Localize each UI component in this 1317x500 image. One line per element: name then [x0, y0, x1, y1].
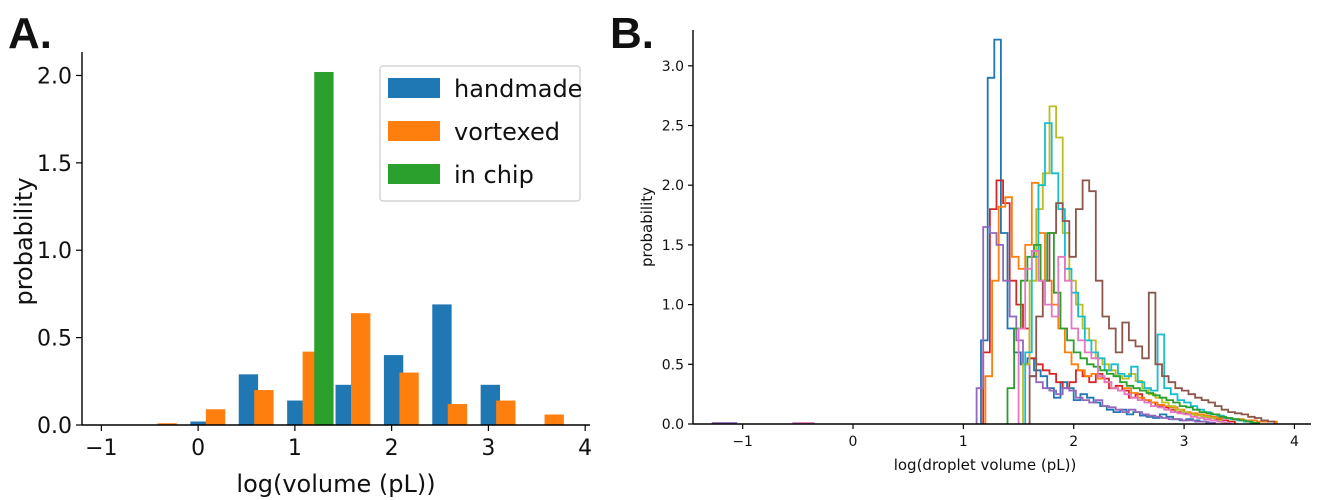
panel-b-x-tick-label: −1	[732, 434, 753, 450]
legend-label-in-chip: in chip	[454, 161, 534, 189]
panel-b-x-tick-label: 2	[1069, 434, 1078, 450]
panel-b-y-tick-label: 3.0	[662, 59, 684, 75]
panel-b-y-tick-label: 2.5	[662, 119, 684, 135]
histogram-series-5	[1022, 105, 1223, 424]
vortexed-bar	[157, 423, 177, 425]
panel-a-y-axis-label: probability	[10, 177, 38, 305]
vortexed-bar	[350, 313, 371, 425]
panel-b-axes: −1 0 1 2 3 4 0.0 0.5 1.0 1.5 2.0 2.5 3.0	[662, 30, 1311, 450]
panel-a-x-tick-label: −1	[85, 436, 117, 461]
panel-b-chart: B. −1 0 1 2 3 4 0.0 0.5 1.0 1.5 2.0 2.5 3.0 log(drop…	[610, 9, 1311, 474]
panel-a-x-tick-label: 0	[191, 436, 205, 461]
panel-b-y-tick-label: 0.0	[662, 417, 684, 433]
vortexed-bar	[399, 372, 419, 425]
legend-swatch-handmade	[388, 78, 440, 98]
panel-b-x-tick-label: 1	[959, 434, 968, 450]
panel-b-x-tick-label: 0	[849, 434, 858, 450]
panel-b-x-axis-label: log(droplet volume (pL))	[894, 456, 1077, 474]
panel-b-y-tick-label: 1.5	[662, 238, 684, 254]
legend-swatch-in-chip	[388, 164, 440, 184]
panel-a-x-tick-label: 3	[481, 436, 495, 461]
panel-a-axes: −1 0 1 2 3 4 0.0 0.5 1.0 1.5 2.0	[37, 52, 592, 461]
histogram-series-4	[975, 226, 1216, 424]
vortexed-bar	[496, 400, 516, 425]
panel-a-y-tick-label: 2.0	[37, 64, 72, 89]
handmade-bar	[383, 355, 404, 425]
panel-b-y-tick-label: 0.5	[662, 357, 684, 373]
legend-label-vortexed: vortexed	[454, 118, 560, 146]
handmade-bar	[287, 400, 307, 425]
handmade-bar	[480, 384, 501, 425]
panel-b-histogram-lines	[711, 38, 1278, 424]
panel-b-y-tick-label: 2.0	[662, 178, 684, 194]
panel-a-bars	[157, 71, 564, 425]
histogram-series-7	[1028, 179, 1276, 424]
panel-a-y-tick-label: 0.5	[37, 327, 72, 352]
handmade-bar	[190, 421, 210, 425]
vortexed-bar	[254, 390, 274, 425]
histogram-series-8	[1006, 232, 1260, 424]
panel-a-x-tick-label: 4	[578, 436, 592, 461]
panel-b-y-tick-label: 1.0	[662, 298, 684, 314]
panel-a-y-tick-label: 1.5	[37, 152, 72, 177]
panel-a-y-tick-label: 1.0	[37, 239, 72, 264]
panel-a-x-tick-label: 1	[288, 436, 302, 461]
panel-a-x-tick-label: 2	[385, 436, 399, 461]
vortexed-bar	[447, 404, 468, 425]
panel-a-x-axis-label: log(volume (pL))	[236, 470, 435, 498]
handmade-bar	[335, 384, 355, 425]
handmade-bar	[432, 304, 452, 425]
vortexed-bar	[205, 409, 226, 425]
histogram-series-6	[1024, 122, 1258, 424]
in-chip-bar	[314, 71, 334, 425]
panel-a-legend: handmade vortexed in chip	[379, 65, 582, 202]
vortexed-bar	[544, 414, 564, 425]
panel-b-x-tick-label: 4	[1290, 434, 1299, 450]
panel-b-letter: B.	[610, 9, 654, 58]
histogram-series-9	[1017, 250, 1232, 424]
panel-a-y-tick-label: 0.0	[37, 414, 72, 439]
legend-label-handmade: handmade	[454, 75, 582, 103]
panel-b-x-tick-label: 3	[1180, 434, 1189, 450]
handmade-bar	[238, 374, 259, 425]
panel-a-letter: A.	[8, 9, 52, 58]
legend-swatch-vortexed	[388, 121, 440, 141]
panel-a-chart: A. −1 0 1 2 3 4 0.0 0.5 1.0 1.5 2.0 log(volume (pL…	[8, 9, 592, 498]
panel-b-y-axis-label: probability	[638, 187, 656, 267]
